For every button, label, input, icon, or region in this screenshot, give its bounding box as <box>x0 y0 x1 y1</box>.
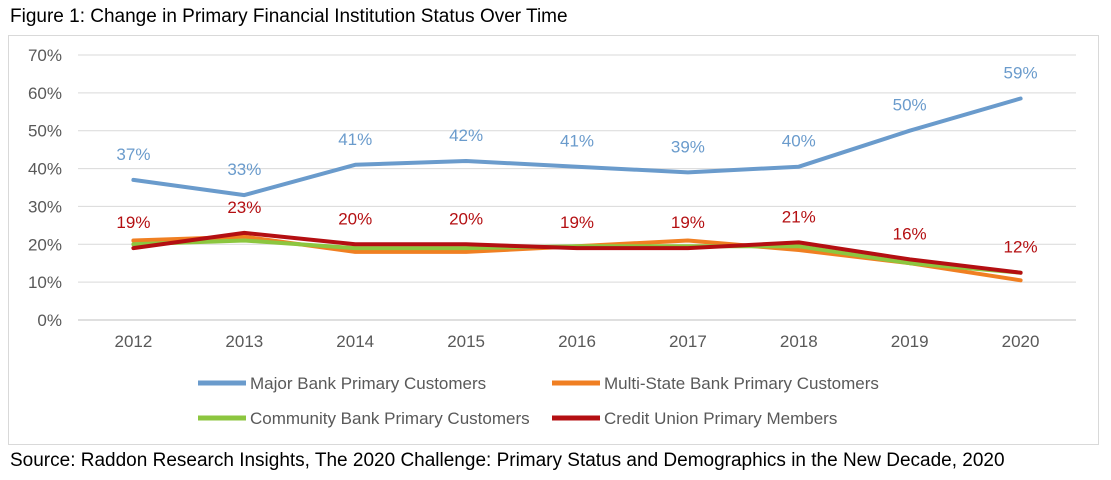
x-tick-label: 2017 <box>669 332 707 351</box>
data-label: 20% <box>338 209 372 228</box>
x-tick-label: 2014 <box>336 332 374 351</box>
x-tick-label: 2018 <box>780 332 818 351</box>
data-label: 41% <box>338 130 372 149</box>
data-label: 33% <box>227 160 261 179</box>
y-tick-label: 70% <box>28 46 62 65</box>
y-tick-label: 50% <box>28 122 62 141</box>
x-tick-label: 2019 <box>891 332 929 351</box>
x-axis-ticks: 2012 2013 2014 2015 2016 2017 2018 2019 2020 <box>115 332 1040 351</box>
series-lines <box>131 96 1023 283</box>
data-label: 23% <box>227 198 261 217</box>
data-label: 19% <box>116 213 150 232</box>
legend-label: Major Bank Primary Customers <box>250 374 486 393</box>
y-tick-label: 60% <box>28 84 62 103</box>
data-label: 41% <box>560 132 594 151</box>
x-tick-label: 2020 <box>1002 332 1040 351</box>
data-labels: 37% 33% 41% 42% 41% 39% 40% 50% 59% 19% 23% 20% 20% 1… <box>116 64 1037 257</box>
data-label: 21% <box>782 207 816 226</box>
y-tick-label: 20% <box>28 235 62 254</box>
x-tick-label: 2013 <box>225 332 263 351</box>
series-line <box>131 230 1023 275</box>
source-note: Source: Raddon Research Insights, The 20… <box>10 450 1005 471</box>
data-label: 19% <box>671 213 705 232</box>
x-tick-label: 2012 <box>115 332 153 351</box>
data-label: 20% <box>449 209 483 228</box>
x-tick-label: 2016 <box>558 332 596 351</box>
data-label: 19% <box>560 213 594 232</box>
x-tick-label: 2015 <box>447 332 485 351</box>
legend-label: Multi-State Bank Primary Customers <box>604 374 879 393</box>
data-label: 12% <box>1004 238 1038 257</box>
y-tick-label: 40% <box>28 160 62 179</box>
series-line <box>131 96 1023 198</box>
data-label: 50% <box>893 96 927 115</box>
line-chart: 0% 10% 20% 30% 40% 50% 60% 70% 2012 2013 2014 2015… <box>28 46 1076 428</box>
figure-title: Figure 1: Change in Primary Financial In… <box>10 6 568 27</box>
y-tick-label: 30% <box>28 197 62 216</box>
data-label: 39% <box>671 137 705 156</box>
data-label: 40% <box>782 132 816 151</box>
y-axis-ticks: 0% 10% 20% 30% 40% 50% 60% 70% <box>28 46 62 330</box>
y-tick-label: 0% <box>37 311 62 330</box>
data-label: 16% <box>893 224 927 243</box>
chart-frame <box>8 35 1099 445</box>
legend-label: Community Bank Primary Customers <box>250 409 530 428</box>
data-label: 37% <box>116 145 150 164</box>
legend-label: Credit Union Primary Members <box>604 409 837 428</box>
legend: Major Bank Primary Customers Multi-State … <box>198 374 879 428</box>
data-label: 42% <box>449 126 483 145</box>
data-label: 59% <box>1004 64 1038 83</box>
y-tick-label: 10% <box>28 273 62 292</box>
